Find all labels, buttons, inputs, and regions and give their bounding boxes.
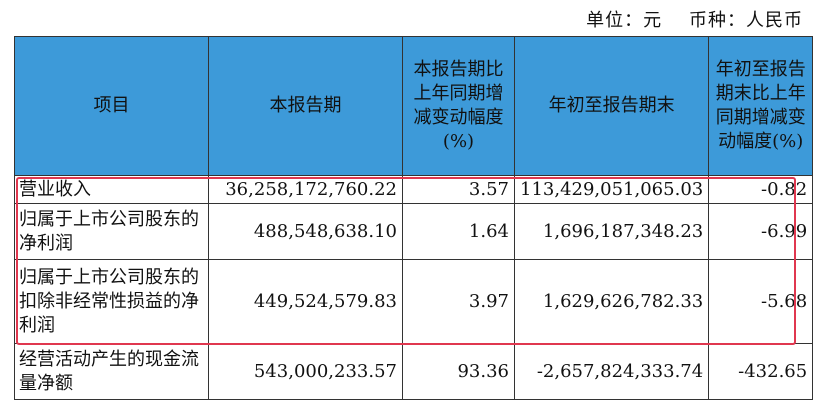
header-row: 项目 本报告期 本报告期比上年同期增减变动幅度(%) 年初至报告期末 年初至报告… <box>14 36 814 176</box>
row-current: 543,000,233.57 <box>208 343 403 400</box>
header-current-change: 本报告期比上年同期增减变动幅度(%) <box>402 36 515 176</box>
row-current-change: 3.97 <box>402 259 515 344</box>
row-ytd-change: -6.99 <box>708 203 814 260</box>
row-ytd: 113,429,051,065.03 <box>513 175 710 204</box>
row-item: 营业收入 <box>14 175 209 204</box>
header-current-period: 本报告期 <box>208 36 403 176</box>
row-current-change: 3.57 <box>402 175 515 204</box>
table-row: 营业收入 36,258,172,760.22 3.57 113,429,051,… <box>14 175 814 204</box>
row-ytd-change: -432.65 <box>708 343 814 400</box>
row-current-change: 1.64 <box>402 203 515 260</box>
header-ytd: 年初至报告期末 <box>513 36 710 176</box>
financial-data-table: 项目 本报告期 本报告期比上年同期增减变动幅度(%) 年初至报告期末 年初至报告… <box>14 36 814 400</box>
row-ytd: -2,657,824,333.74 <box>513 343 710 400</box>
currency-label: 币种：人民币 <box>689 10 803 31</box>
unit-label: 单位：元 <box>586 10 663 31</box>
row-ytd-change: -0.82 <box>708 175 814 204</box>
row-ytd: 1,696,187,348.23 <box>513 203 710 260</box>
header-item: 项目 <box>14 36 209 176</box>
table-row: 经营活动产生的现金流量净额 543,000,233.57 93.36 -2,65… <box>14 343 814 400</box>
table-row: 归属于上市公司股东的净利润 488,548,638.10 1.64 1,696,… <box>14 203 814 260</box>
header-ytd-change: 年初至报告期末比上年同期增减变动幅度(%) <box>708 36 814 176</box>
row-current: 449,524,579.83 <box>208 259 403 344</box>
row-item: 归属于上市公司股东的净利润 <box>14 203 209 260</box>
table-row: 归属于上市公司股东的扣除非经常性损益的净利润 449,524,579.83 3.… <box>14 259 814 344</box>
row-current: 36,258,172,760.22 <box>208 175 403 204</box>
unit-currency-line: 单位：元 币种：人民币 <box>586 6 803 32</box>
row-current-change: 93.36 <box>402 343 515 400</box>
row-item: 经营活动产生的现金流量净额 <box>14 343 209 400</box>
row-ytd: 1,629,626,782.33 <box>513 259 710 344</box>
row-current: 488,548,638.10 <box>208 203 403 260</box>
row-item: 归属于上市公司股东的扣除非经常性损益的净利润 <box>14 259 209 344</box>
row-ytd-change: -5.68 <box>708 259 814 344</box>
